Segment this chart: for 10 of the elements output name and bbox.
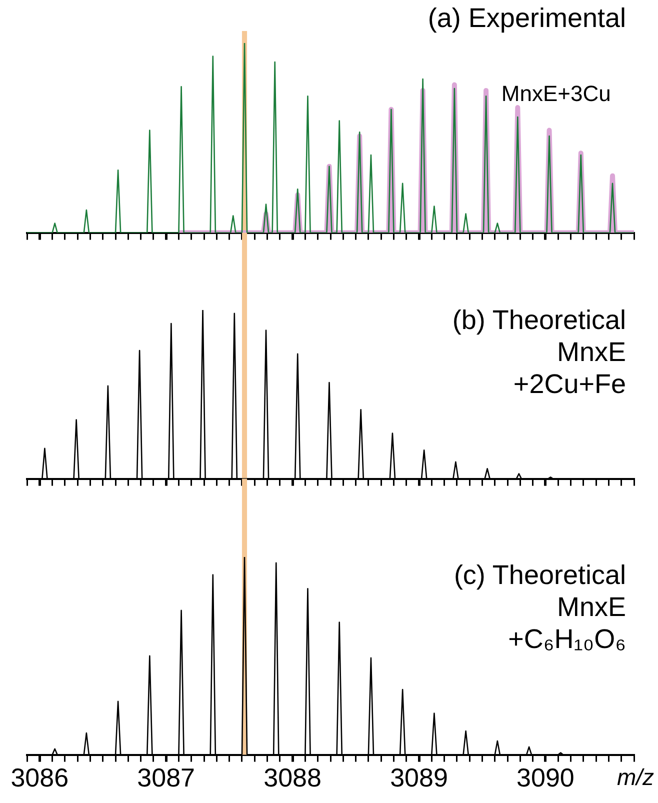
series-label: MnxE+3Cu <box>501 80 611 106</box>
x-tick-label: 3090 <box>516 762 574 793</box>
text: (c) Theoretical MnxE +C₆H₁₀O₆ <box>454 560 626 654</box>
x-tick-label: 3087 <box>137 762 196 793</box>
x-axis-title: m/z <box>616 764 654 790</box>
chart-title: (a) Experimental <box>428 2 626 33</box>
text: (b) Theoretical MnxE +2Cu+Fe <box>452 304 626 399</box>
x-tick-label: 3089 <box>390 762 448 793</box>
x-tick-label: 3088 <box>264 762 322 793</box>
x-tick-label: 3086 <box>10 762 69 793</box>
